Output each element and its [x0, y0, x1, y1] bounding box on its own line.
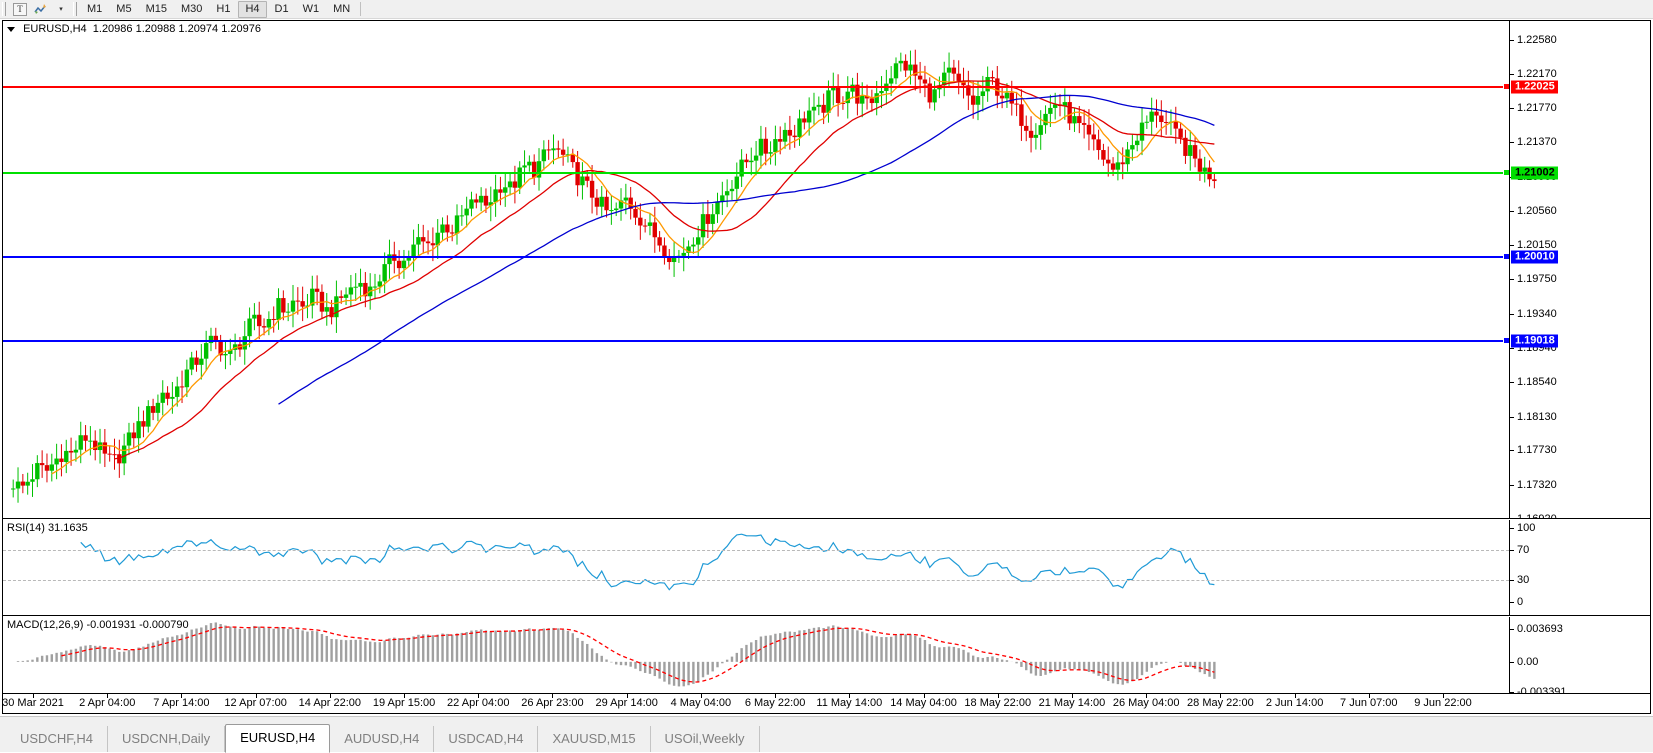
time-label: 2 Apr 04:00 [79, 697, 135, 709]
time-label: 26 Apr 23:00 [521, 697, 583, 709]
time-label: 28 May 22:00 [1187, 697, 1254, 709]
macd-series [3, 617, 1509, 694]
time-label: 14 Apr 22:00 [299, 697, 361, 709]
chart-symbol-label: EURUSD,H4 1.20986 1.20988 1.20974 1.2097… [7, 23, 261, 35]
rsi-tick: 30 [1510, 574, 1529, 586]
time-label: 29 Apr 14:00 [595, 697, 657, 709]
level-line-1-handle[interactable] [1503, 253, 1509, 260]
chart-tab-usdcnh-daily[interactable]: USDCNH,Daily [108, 726, 225, 752]
time-label: 11 May 14:00 [816, 697, 882, 709]
macd-tick: 0.003693 [1510, 623, 1563, 635]
timeframe-m5[interactable]: M5 [110, 1, 137, 18]
time-axis[interactable]: 30 Mar 2021 2 Apr 04:00 7 Apr 14:00 12 Apr … [3, 693, 1650, 713]
text-tool-icon[interactable]: T [10, 1, 30, 18]
level-line-2[interactable] [3, 340, 1509, 342]
chart-tab-usdchf-h4[interactable]: USDCHF,H4 [6, 726, 108, 752]
support-line[interactable] [3, 172, 1509, 174]
timeframe-h1[interactable]: H1 [210, 1, 236, 18]
time-label: 4 May 04:00 [671, 697, 732, 709]
macd-tick: 0.00 [1510, 656, 1538, 668]
macd-label: MACD(12,26,9) -0.001931 -0.000790 [7, 619, 189, 631]
price-tick: 1.19750 [1510, 273, 1557, 285]
level-line-1-price-label[interactable]: 1.20010 [1511, 251, 1558, 264]
resistance-line[interactable] [3, 86, 1509, 88]
candlestick-series [3, 21, 1509, 518]
timeframe-m1[interactable]: M1 [81, 1, 108, 18]
rsi-tick: 0 [1510, 596, 1523, 608]
price-tick: 1.16920 [1510, 513, 1557, 519]
price-tick: 1.17320 [1510, 479, 1557, 491]
rsi-level-70 [3, 550, 1509, 551]
macd-plot-area[interactable] [3, 617, 1509, 694]
price-tick: 1.22580 [1510, 34, 1557, 46]
resistance-line-price-label[interactable]: 1.22025 [1511, 80, 1558, 93]
rsi-label: RSI(14) 31.1635 [7, 522, 88, 534]
price-tick: 1.19340 [1510, 308, 1557, 320]
timeframe-m30[interactable]: M30 [175, 1, 208, 18]
rsi-axis[interactable]: 100 70 30 0 [1509, 520, 1650, 615]
chart-tab-eurusd-h4[interactable]: EURUSD,H4 [225, 724, 330, 753]
price-tick: 1.20150 [1510, 239, 1557, 251]
rsi-tick: 70 [1510, 544, 1529, 556]
support-line-handle[interactable] [1503, 169, 1509, 176]
price-tick: 1.20560 [1510, 205, 1557, 217]
price-tick: 1.17730 [1510, 444, 1557, 456]
price-tick: 1.21770 [1510, 102, 1557, 114]
rsi-series [3, 520, 1509, 615]
price-tick: 1.18130 [1510, 411, 1557, 423]
time-label: 6 May 22:00 [745, 697, 806, 709]
indicators-icon[interactable] [30, 1, 50, 18]
time-label: 22 Apr 04:00 [447, 697, 509, 709]
time-label: 30 Mar 2021 [2, 697, 64, 709]
timeframe-m15[interactable]: M15 [140, 1, 173, 18]
chart-tab-usdcad-h4[interactable]: USDCAD,H4 [434, 726, 538, 752]
toolbar-divider [360, 2, 361, 16]
support-line-price-label[interactable]: 1.21002 [1511, 167, 1558, 180]
level-line-2-price-label[interactable]: 1.19018 [1511, 335, 1558, 348]
chart-tab-xauusd-m15[interactable]: XAUUSD,M15 [538, 726, 650, 752]
rsi-level-30 [3, 580, 1509, 581]
time-label: 12 Apr 07:00 [224, 697, 286, 709]
price-plot-area[interactable] [3, 21, 1509, 518]
time-label: 26 May 04:00 [1113, 697, 1180, 709]
triangle-down-icon[interactable] [7, 27, 15, 32]
chart-tab-usoil-weekly[interactable]: USOil,Weekly [651, 726, 760, 752]
timeframe-group-grip[interactable] [73, 2, 77, 16]
rsi-tick: 100 [1510, 522, 1535, 534]
chevron-down-icon[interactable]: ▾ [51, 1, 71, 18]
price-tick: 1.18540 [1510, 376, 1557, 388]
macd-pane[interactable]: MACD(12,26,9) -0.001931 -0.000790 0.0036… [3, 617, 1650, 694]
chart-window: EURUSD,H4 1.20986 1.20988 1.20974 1.2097… [0, 19, 1653, 716]
price-tick: 1.22170 [1510, 68, 1557, 80]
price-tick: 1.21370 [1510, 136, 1557, 148]
time-label: 14 May 04:00 [890, 697, 957, 709]
chart-frame: EURUSD,H4 1.20986 1.20988 1.20974 1.2097… [2, 20, 1651, 714]
level-line-2-handle[interactable] [1503, 337, 1509, 344]
rsi-pane[interactable]: RSI(14) 31.1635 100 70 30 0 [3, 520, 1650, 616]
time-label: 19 Apr 15:00 [373, 697, 435, 709]
resistance-line-handle[interactable] [1503, 83, 1509, 90]
price-pane[interactable]: EURUSD,H4 1.20986 1.20988 1.20974 1.2097… [3, 21, 1650, 519]
chart-tab-audusd-h4[interactable]: AUDUSD,H4 [330, 726, 434, 752]
time-label: 21 May 14:00 [1039, 697, 1106, 709]
toolbar-grip[interactable] [2, 2, 6, 16]
time-label: 7 Apr 14:00 [153, 697, 209, 709]
time-label: 18 May 22:00 [964, 697, 1031, 709]
price-axis[interactable]: 1.225801.221701.217701.213701.209601.205… [1509, 21, 1650, 518]
time-label: 7 Jun 07:00 [1340, 697, 1398, 709]
timeframe-mn[interactable]: MN [327, 1, 356, 18]
level-line-1[interactable] [3, 256, 1509, 258]
time-label: 2 Jun 14:00 [1266, 697, 1324, 709]
timeframe-h4[interactable]: H4 [238, 1, 266, 18]
timeframe-d1[interactable]: D1 [269, 1, 295, 18]
time-label: 9 Jun 22:00 [1414, 697, 1472, 709]
timeframe-w1[interactable]: W1 [297, 1, 326, 18]
rsi-plot-area[interactable] [3, 520, 1509, 615]
